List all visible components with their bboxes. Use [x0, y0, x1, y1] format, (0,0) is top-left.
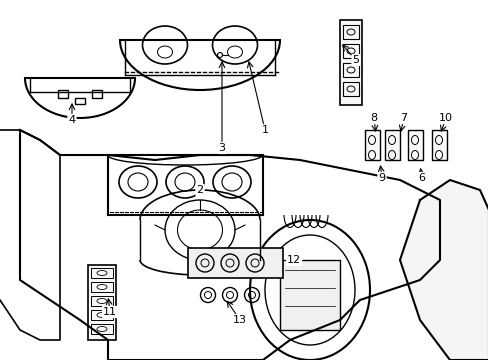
Text: 7: 7 — [400, 113, 407, 123]
Polygon shape — [399, 180, 488, 360]
Text: 9: 9 — [378, 173, 385, 183]
Bar — [92, 90, 102, 98]
Bar — [187, 248, 283, 278]
Bar — [91, 268, 113, 278]
Text: 13: 13 — [232, 315, 246, 325]
Text: 3: 3 — [218, 143, 225, 153]
Bar — [108, 155, 263, 215]
Text: 2: 2 — [196, 185, 203, 195]
Bar — [342, 25, 358, 39]
Text: 5: 5 — [352, 55, 359, 65]
Bar — [342, 82, 358, 96]
Bar — [431, 130, 446, 160]
Text: 8: 8 — [370, 113, 377, 123]
Bar — [342, 44, 358, 58]
Bar — [91, 310, 113, 320]
Text: 6: 6 — [418, 173, 425, 183]
Text: 4: 4 — [68, 115, 76, 125]
Bar — [384, 130, 399, 160]
Bar — [91, 324, 113, 334]
Bar — [91, 282, 113, 292]
Bar — [58, 90, 68, 98]
Bar — [339, 20, 361, 105]
Bar — [407, 130, 422, 160]
Bar — [88, 265, 116, 340]
Bar — [364, 130, 379, 160]
Bar — [280, 260, 339, 330]
Bar — [91, 296, 113, 306]
Text: 11: 11 — [103, 307, 117, 317]
Text: 12: 12 — [286, 255, 301, 265]
Bar — [75, 98, 85, 104]
Text: 10: 10 — [438, 113, 452, 123]
Bar — [342, 63, 358, 77]
Text: 1: 1 — [261, 125, 268, 135]
